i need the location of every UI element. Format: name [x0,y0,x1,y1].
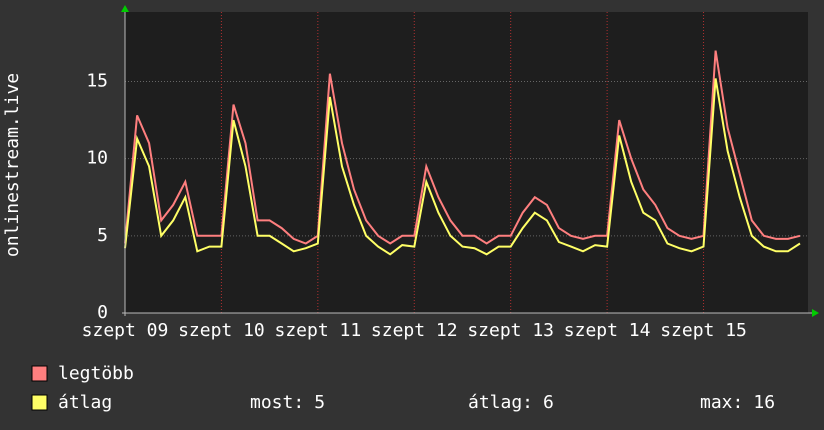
legend-label: legtöbb [58,363,134,384]
y-axis-label: onlinestream.live [2,73,23,257]
stat-value: 16 [753,392,775,413]
stat: max: 16 [700,392,775,413]
stat-value: 5 [314,392,325,413]
stat-label: max: [700,392,743,413]
y-tick-label: 5 [97,225,108,246]
stat-label: most: [250,392,304,413]
stat-label: átlag: [468,392,533,413]
x-tick-label: szept 13 [467,320,554,341]
y-tick-label: 15 [86,70,108,91]
x-tick-label: szept 11 [274,320,361,341]
stat: átlag: 6 [468,392,554,413]
x-tick-label: szept 15 [660,320,747,341]
legend-swatch [31,394,48,411]
legend-label: átlag [58,392,112,413]
y-tick-label: 0 [97,302,108,323]
x-tick-label: szept 09 [82,320,169,341]
plot-area [125,12,808,313]
legend: legtöbb átlag most: 5 átlag: 6 max: 16 [31,363,775,413]
y-tick-label: 10 [86,148,108,169]
stat: most: 5 [250,392,325,413]
series-line [124,78,801,256]
x-tick-label: szept 10 [178,320,265,341]
stat-value: 6 [543,392,554,413]
x-tick-label: szept 12 [371,320,458,341]
legend-swatch [31,365,48,382]
series-line [124,50,801,245]
lines [124,50,801,256]
x-axis-arrow [812,309,819,317]
x-tick-label: szept 14 [564,320,651,341]
y-axis-arrow [121,5,129,12]
